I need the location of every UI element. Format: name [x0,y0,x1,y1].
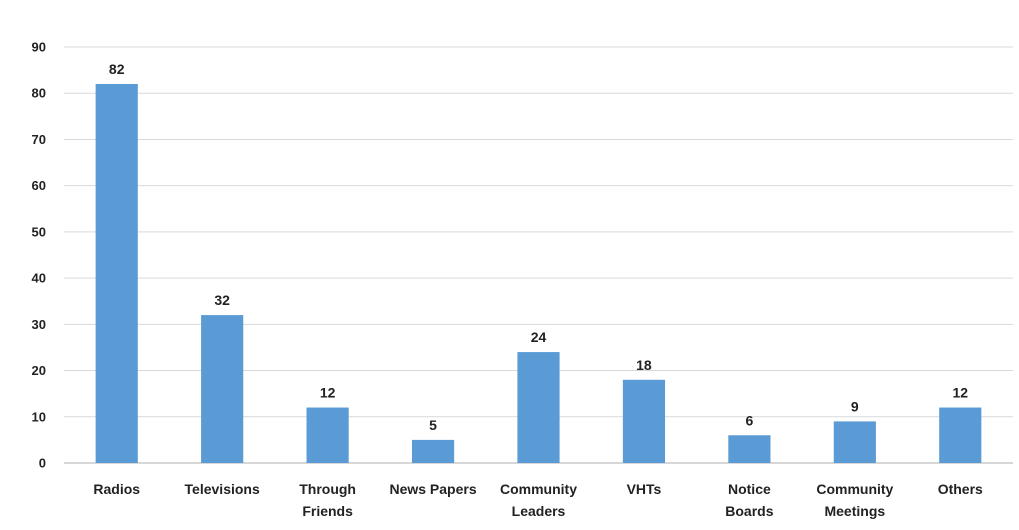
data-label: 18 [636,357,652,373]
data-label: 5 [429,417,437,433]
y-tick-label: 70 [32,132,46,147]
y-tick-label: 50 [32,224,46,239]
y-tick-label: 30 [32,317,46,332]
x-axis-categories: Radios Televisions Through Friends News Pape… [93,481,983,519]
category-label: Community Leaders [500,481,577,519]
bar [833,421,876,463]
category-label: News Papers [389,481,476,497]
bar [411,439,455,463]
bars [95,83,982,463]
bar [939,407,982,463]
data-label: 32 [214,292,230,308]
data-label: 24 [531,329,547,345]
category-label: VHTs [627,481,662,497]
bar [622,379,666,463]
bar [201,315,244,463]
data-label: 6 [745,412,753,428]
y-tick-label: 80 [32,86,46,101]
y-tick-label: 10 [32,409,46,424]
y-tick-label: 40 [32,271,46,286]
data-label: 12 [952,385,968,401]
data-label: 12 [320,385,336,401]
y-tick-label: 0 [39,456,46,471]
y-tick-label: 20 [32,363,46,378]
data-label: 82 [109,61,125,77]
category-label: Community Meetings [816,481,893,519]
category-label: Others [938,481,983,497]
bar [95,83,138,463]
category-label: Radios [93,481,140,497]
y-axis-ticks: 0 10 20 30 40 50 60 70 80 90 [32,40,46,471]
data-label: 9 [851,398,859,414]
bar [517,352,560,463]
bar [306,407,349,463]
data-labels: 82 32 12 5 24 18 6 9 12 [109,61,968,433]
category-label: Televisions [185,481,260,497]
y-tick-label: 90 [32,40,46,55]
category-label: Through Friends [299,481,356,519]
bar [728,435,771,463]
category-label: Notice Boards [725,481,773,519]
y-tick-label: 60 [32,178,46,193]
